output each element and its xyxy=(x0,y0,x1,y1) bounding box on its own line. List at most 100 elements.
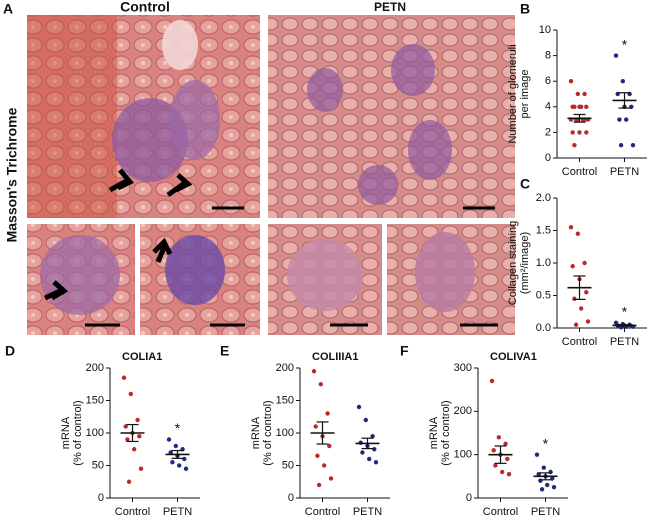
panel-letter: A xyxy=(3,1,13,17)
y-tick-label: 0 xyxy=(545,152,551,164)
data-point xyxy=(534,452,540,457)
data-point xyxy=(367,456,372,462)
data-point xyxy=(573,322,579,327)
data-point xyxy=(372,447,377,452)
stain-label: Masson's Trichrome xyxy=(4,107,20,242)
x-tick-label: Control xyxy=(483,506,518,518)
data-point xyxy=(582,91,587,97)
y-tick-label: 50 xyxy=(92,459,104,471)
x-tick-label: Control xyxy=(115,506,150,518)
y-axis-label: (% of control) xyxy=(440,400,452,465)
chart-title: COLIVA1 xyxy=(490,351,537,363)
data-point xyxy=(318,382,323,387)
data-point xyxy=(545,482,550,488)
data-point xyxy=(503,441,508,447)
data-point xyxy=(568,79,574,84)
y-tick-label: 150 xyxy=(86,394,104,406)
panel-letter: E xyxy=(220,343,229,359)
y-tick-label: 150 xyxy=(276,394,294,406)
y-axis-label: mRNA xyxy=(250,416,262,449)
panel-letter: C xyxy=(520,176,530,192)
y-axis-label: mRNA xyxy=(60,416,72,449)
data-point xyxy=(166,437,172,442)
data-point xyxy=(356,404,362,410)
y-tick-label: 4 xyxy=(545,101,551,113)
data-point xyxy=(570,264,575,269)
data-point xyxy=(575,231,580,236)
data-point xyxy=(177,463,182,468)
panel-letter: D xyxy=(5,343,15,359)
data-point xyxy=(168,450,173,455)
data-point xyxy=(370,434,375,439)
data-point xyxy=(489,378,495,384)
data-point xyxy=(123,424,128,429)
chart-title: COLIA1 xyxy=(122,351,162,363)
y-tick-label: 1.5 xyxy=(536,224,551,236)
data-point xyxy=(541,465,546,470)
data-point xyxy=(630,143,636,148)
y-tick-label: 0 xyxy=(98,492,104,504)
data-point xyxy=(138,466,144,471)
y-axis-label: (% of control) xyxy=(72,400,84,465)
x-tick-label: PETN xyxy=(610,336,639,348)
data-point xyxy=(325,411,330,416)
y-tick-label: 100 xyxy=(276,427,294,439)
data-point xyxy=(579,306,584,311)
y-tick-label: 200 xyxy=(86,362,104,374)
data-point xyxy=(360,450,365,455)
data-point xyxy=(613,53,619,58)
y-tick-label: 200 xyxy=(276,362,294,374)
y-tick-label: 0 xyxy=(288,492,294,504)
data-point xyxy=(500,469,505,475)
y-tick-label: 0.5 xyxy=(536,289,551,301)
data-point xyxy=(617,117,622,122)
panel-letter: F xyxy=(400,343,409,359)
data-point xyxy=(538,478,543,483)
y-tick-label: 0.0 xyxy=(536,322,551,334)
x-tick-label: Control xyxy=(305,506,340,518)
data-point xyxy=(363,417,368,423)
data-point xyxy=(584,130,589,135)
data-point xyxy=(577,130,582,135)
data-point xyxy=(183,466,189,471)
y-tick-label: 100 xyxy=(454,449,472,461)
y-tick-label: 200 xyxy=(454,405,472,417)
y-tick-label: 50 xyxy=(282,459,294,471)
data-point xyxy=(620,79,625,84)
data-point xyxy=(572,296,577,301)
glomerulus xyxy=(112,98,188,182)
data-point xyxy=(584,290,589,295)
data-point xyxy=(548,469,553,475)
data-point xyxy=(570,130,575,135)
data-point xyxy=(170,460,175,465)
micrographs xyxy=(27,15,515,335)
data-point xyxy=(322,463,327,468)
data-point xyxy=(575,91,580,97)
data-point xyxy=(624,117,629,122)
data-point xyxy=(173,443,178,449)
data-point xyxy=(126,479,132,484)
data-point xyxy=(579,104,584,110)
data-point xyxy=(135,417,140,423)
y-tick-label: 1.0 xyxy=(536,257,551,269)
y-tick-label: 6 xyxy=(545,75,551,87)
data-point xyxy=(137,434,142,439)
y-tick-label: 300 xyxy=(454,362,472,374)
panel-letter: B xyxy=(520,1,530,17)
y-tick-label: 2.0 xyxy=(536,192,551,204)
y-tick-label: 8 xyxy=(545,50,551,62)
data-point xyxy=(572,143,577,148)
data-point xyxy=(128,391,133,397)
data-point xyxy=(582,260,587,266)
data-point xyxy=(585,319,591,324)
x-tick-label: PETN xyxy=(163,506,192,518)
y-axis-label: Collagen staining xyxy=(507,221,519,305)
data-point xyxy=(572,104,577,110)
y-tick-label: 10 xyxy=(539,24,551,36)
x-tick-label: Control xyxy=(562,336,597,348)
chart-title: COLIIIA1 xyxy=(312,351,358,363)
data-point xyxy=(506,471,512,477)
data-point xyxy=(311,369,317,374)
data-point xyxy=(132,447,137,452)
